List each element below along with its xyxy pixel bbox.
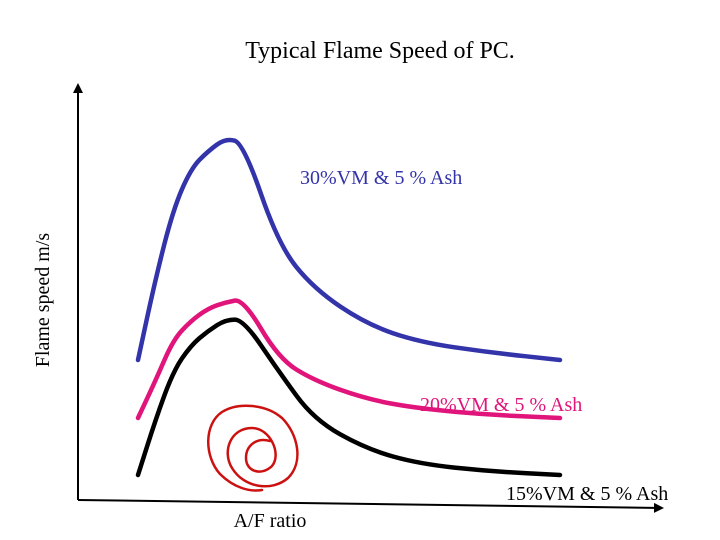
series-line-15vm	[135, 317, 563, 478]
y-axis-label: Flame speed m/s	[32, 233, 54, 368]
x-axis-line	[77, 499, 664, 513]
series-label-20vm: 20%VM & 5 % Ash	[420, 394, 582, 416]
x-axis-label: A/F ratio	[234, 510, 307, 532]
chart-title: Typical Flame Speed of PC.	[245, 38, 515, 64]
series-line-20vm	[135, 298, 563, 421]
series-label-15vm: 15%VM & 5 % Ash	[506, 483, 668, 505]
series-line-30vm	[135, 137, 563, 363]
series-label-30vm: 30%VM & 5 % Ash	[300, 167, 462, 189]
red-spiral-doodle	[207, 404, 299, 492]
